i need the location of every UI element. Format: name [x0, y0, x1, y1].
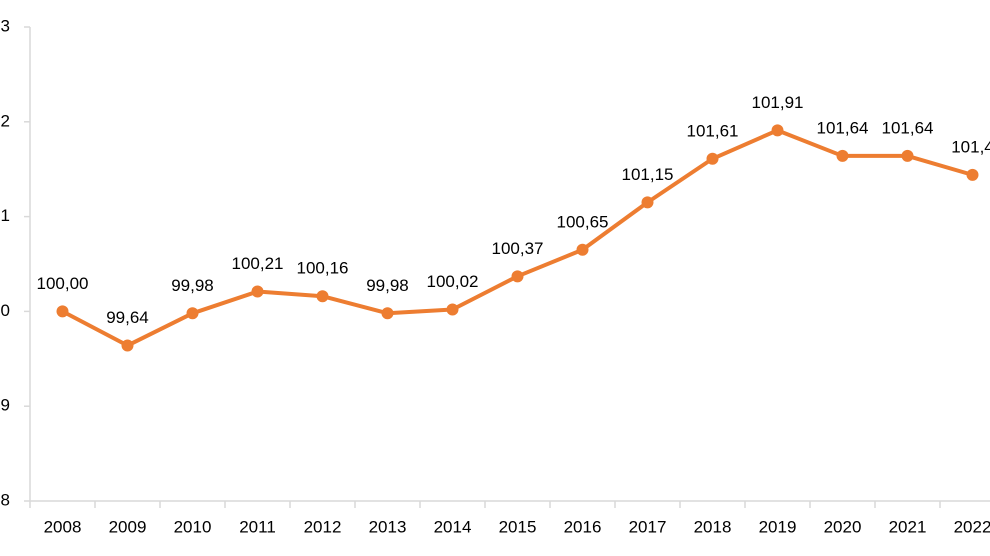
y-tick-label: 101: [0, 206, 10, 225]
x-tick-label: 2021: [889, 517, 927, 536]
data-point: [706, 152, 719, 165]
data-point: [966, 168, 979, 181]
x-tick-label: 2015: [499, 517, 537, 536]
x-tick-label: 2012: [304, 517, 342, 536]
data-label: 101,64: [882, 118, 934, 137]
data-point: [121, 339, 134, 352]
data-point: [186, 307, 199, 320]
data-label: 100,16: [297, 259, 349, 278]
data-point: [511, 270, 524, 283]
y-tick-label: 103: [0, 16, 10, 35]
y-tick-label: 102: [0, 111, 10, 130]
x-tick-label: 2018: [694, 517, 732, 536]
x-tick-label: 2011: [239, 517, 276, 536]
x-tick-label: 2013: [369, 517, 407, 536]
data-point: [836, 149, 849, 162]
data-label: 100,00: [37, 274, 89, 293]
data-point: [316, 290, 329, 303]
data-label: 100,65: [557, 212, 609, 231]
x-tick-label: 2008: [44, 517, 82, 536]
x-tick-label: 2010: [174, 517, 212, 536]
data-label: 99,98: [366, 276, 409, 295]
data-label: 100,21: [232, 254, 284, 273]
data-point: [576, 243, 589, 256]
data-point: [381, 307, 394, 320]
data-point: [771, 124, 784, 137]
data-point: [251, 285, 264, 298]
data-point: [901, 149, 914, 162]
y-tick-label: 99: [0, 396, 10, 415]
data-label: 100,37: [492, 239, 544, 258]
data-label: 101,61: [687, 121, 739, 140]
y-tick-label: 100: [0, 301, 10, 320]
x-tick-label: 2014: [434, 517, 472, 536]
data-label: 101,91: [752, 93, 804, 112]
y-tick-label: 98: [0, 490, 10, 509]
x-tick-label: 2019: [759, 517, 797, 536]
x-tick-label: 2020: [824, 517, 862, 536]
data-point: [641, 196, 654, 209]
data-label: 99,98: [171, 276, 214, 295]
x-tick-label: 2017: [629, 517, 667, 536]
data-label: 99,64: [106, 308, 149, 327]
data-label: 100,02: [427, 272, 479, 291]
x-tick-label: 2009: [109, 517, 147, 536]
data-label: 101,64: [817, 118, 869, 137]
data-label: 101,15: [622, 165, 674, 184]
x-tick-label: 2022: [954, 517, 990, 536]
data-point: [56, 305, 69, 318]
x-tick-label: 2016: [564, 517, 602, 536]
data-point: [446, 303, 459, 316]
data-label: 101,4: [951, 137, 990, 156]
